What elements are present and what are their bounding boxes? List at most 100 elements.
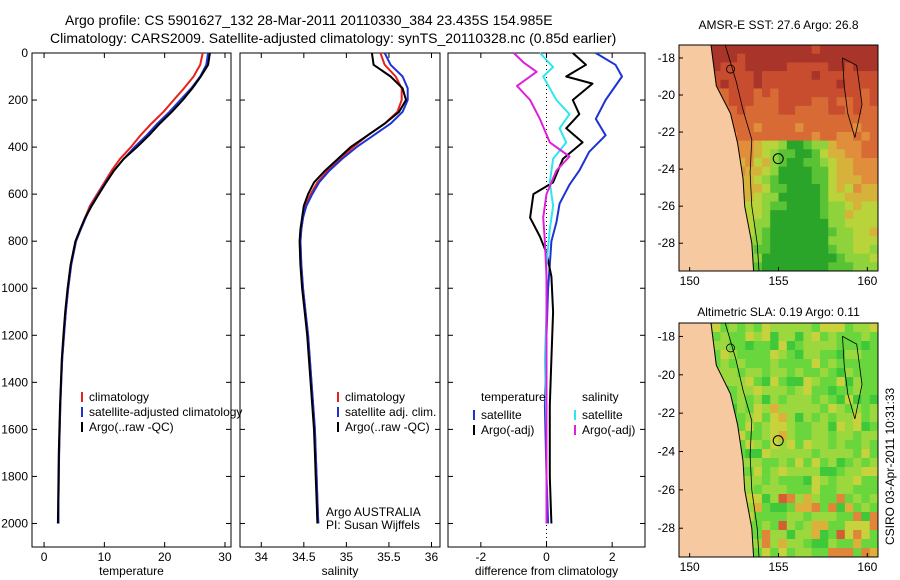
sla-field-cell xyxy=(861,431,871,441)
sla-field-cell xyxy=(803,521,813,531)
sst-field-cell xyxy=(737,140,746,150)
sst-field-cell xyxy=(786,175,796,185)
sla-field-cell xyxy=(753,467,763,477)
sst-field-cell xyxy=(836,227,846,237)
sst-field-cell xyxy=(753,201,763,211)
sla-field-cell xyxy=(786,521,796,531)
sla-field-cell xyxy=(745,413,755,423)
sla-field-cell xyxy=(828,476,838,486)
sla-field-cell xyxy=(745,476,755,486)
sla-field-cell xyxy=(828,359,838,369)
sla-field-cell xyxy=(828,485,838,495)
sla-field-cell xyxy=(861,332,871,342)
sst-field-cell xyxy=(778,114,788,124)
sst-field-cell xyxy=(770,201,780,211)
sst-field-cell xyxy=(770,53,780,63)
sst-field-cell xyxy=(836,218,846,229)
sla-field-cell xyxy=(844,359,854,369)
sst-field-cell xyxy=(753,88,763,98)
sst-field-cell xyxy=(869,71,878,81)
difference-series-temperature-satellite xyxy=(543,52,623,524)
sla-field-cell xyxy=(819,539,829,549)
sla-field-cell xyxy=(761,359,771,369)
sla-field-cell xyxy=(712,350,722,360)
sla-field-cell xyxy=(778,341,788,351)
sst-field-cell xyxy=(844,158,854,168)
sla-field-cell xyxy=(828,386,838,396)
sst-field-cell xyxy=(795,131,804,142)
sst-field-cell xyxy=(778,62,788,72)
sla-field-cell xyxy=(828,494,838,504)
sst-field-cell xyxy=(795,123,804,133)
sla-field-cell xyxy=(869,368,878,378)
temperature-series-climatology xyxy=(57,52,204,524)
depth-tick-label: 600 xyxy=(8,187,28,201)
sla-field-cell xyxy=(811,413,821,423)
sst-field-cell xyxy=(770,236,780,246)
difference-series-salinity-satellite xyxy=(539,52,571,524)
sla-field-cell xyxy=(770,422,780,432)
sst-field-cell xyxy=(844,244,854,255)
sst-field-cell xyxy=(786,79,796,90)
sst-field-cell xyxy=(803,62,813,72)
pi-annotation: Argo AUSTRALIA xyxy=(326,505,421,519)
sla-field-cell xyxy=(720,359,730,369)
sst-field-cell xyxy=(811,184,821,194)
sla-field-cell xyxy=(869,458,878,468)
sla-field-cell xyxy=(828,548,838,557)
sla-field-cell xyxy=(869,548,878,557)
sst-field-cell xyxy=(861,71,871,81)
sla-field-cell xyxy=(819,377,829,387)
sst-field-cell xyxy=(853,244,863,255)
sla-field-cell xyxy=(745,332,755,342)
sst-field-cell xyxy=(844,253,854,263)
sst-field-cell xyxy=(844,105,854,116)
sst-field-cell xyxy=(861,210,871,220)
sla-field-cell xyxy=(778,323,788,333)
sla-field-cell xyxy=(737,332,746,342)
sst-field-cell xyxy=(811,253,821,263)
sla-field-cell xyxy=(761,332,771,342)
sst-field-cell xyxy=(828,253,838,263)
sla-field-cell xyxy=(770,485,780,495)
sla-field-cell xyxy=(770,449,780,459)
sst-field-cell xyxy=(753,158,763,168)
sst-field-cell xyxy=(869,149,878,159)
sla-field-cell xyxy=(803,359,813,369)
sla-field-cell xyxy=(786,422,796,432)
sst-field-cell xyxy=(836,210,846,220)
sla-field-cell xyxy=(761,512,771,522)
sla-field-cell xyxy=(761,539,771,549)
difference-series-salinity-argo-adj- xyxy=(513,52,571,524)
sla-field-cell xyxy=(844,386,854,396)
sla-field-cell xyxy=(844,350,854,360)
sst-field-cell xyxy=(803,218,813,229)
sla-lat-tick-label: -28 xyxy=(658,521,676,535)
sst-field-cell xyxy=(720,62,730,72)
sla-field-cell xyxy=(811,323,821,333)
sla-field-cell xyxy=(803,485,813,495)
sla-field-cell xyxy=(861,368,871,378)
sla-field-cell xyxy=(819,341,829,351)
sla-field-cell xyxy=(803,431,813,441)
sst-field-cell xyxy=(844,218,854,229)
sst-field-cell xyxy=(753,244,763,255)
sst-field-cell xyxy=(828,88,838,98)
sla-field-cell xyxy=(795,539,804,549)
sla-field-cell xyxy=(836,485,846,495)
sst-field-cell xyxy=(836,97,846,107)
sla-field-cell xyxy=(720,350,730,360)
sla-field-cell xyxy=(853,413,863,423)
sla-field-cell xyxy=(836,440,846,450)
sst-field-cell xyxy=(811,114,821,124)
salinity-series-satellite-adj-clim- xyxy=(299,52,409,524)
sst-field-cell xyxy=(869,192,878,203)
sla-field-cell xyxy=(778,368,788,378)
sla-field-cell xyxy=(803,368,813,378)
sst-field-cell xyxy=(861,79,871,90)
sla-field-cell xyxy=(745,386,755,396)
sst-field-cell xyxy=(836,184,846,194)
sla-field-cell xyxy=(753,413,763,423)
sla-field-cell xyxy=(803,413,813,423)
sla-field-cell xyxy=(861,530,871,540)
